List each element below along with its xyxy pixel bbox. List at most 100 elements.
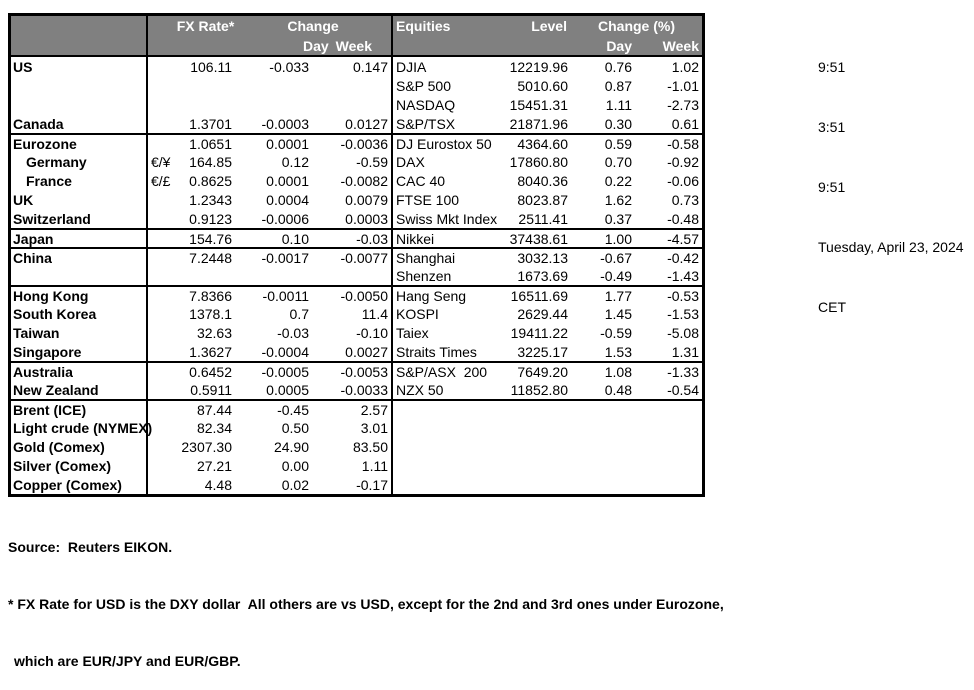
equity-week-change: -0.42 bbox=[667, 249, 699, 266]
fx-week-change: 83.50 bbox=[352, 438, 388, 455]
fx-day-change: 0.50 bbox=[281, 419, 309, 436]
fx-rate-cell: 1.0651 bbox=[146, 135, 235, 152]
header-blank-cell bbox=[11, 16, 146, 36]
header-fx-week: Week bbox=[335, 37, 372, 54]
fx-rate-value: 7.8366 bbox=[189, 287, 232, 304]
table-row: Hong Kong 7.8366 -0.0011 -0.0050 Hang Se… bbox=[11, 285, 702, 304]
equity-week-change: -0.53 bbox=[667, 287, 699, 304]
date-label: Tuesday, April 23, 2024 bbox=[818, 239, 964, 255]
table-row: Japan 154.76 0.10 -0.03 Nikkei 37438.61 … bbox=[11, 228, 702, 247]
equity-week-change: -2.73 bbox=[667, 96, 699, 113]
fx-week-change: -0.59 bbox=[356, 153, 388, 170]
equity-week-change: -0.06 bbox=[667, 172, 699, 189]
fx-week-change: -0.0036 bbox=[340, 135, 388, 152]
fx-rate-cell: 1.3627 bbox=[146, 342, 235, 361]
table-row: Singapore 1.3627 -0.0004 0.0027 Straits … bbox=[11, 342, 702, 361]
time-secondary: 3:51 bbox=[818, 119, 846, 135]
table-row: Germany €/¥ 164.85 0.12 -0.59 DAX 17860.… bbox=[11, 152, 702, 171]
fx-day-change: -0.0011 bbox=[262, 287, 309, 304]
fx-day-change bbox=[235, 76, 312, 95]
table-row: China 7.2448 -0.0017 -0.0077 Shanghai 30… bbox=[11, 247, 702, 266]
fx-day-change: 0.12 bbox=[281, 153, 309, 170]
fx-rate-value: 0.9123 bbox=[189, 210, 232, 227]
fx-rate-cell: 4.48 bbox=[146, 475, 235, 494]
fx-rate-value: 1378.1 bbox=[189, 305, 232, 322]
table-header-row-2: Day Week Day Week bbox=[11, 36, 702, 57]
equity-week-change: -5.08 bbox=[667, 324, 699, 341]
equity-level: 7649.20 bbox=[517, 363, 568, 380]
fx-rate-cell bbox=[146, 95, 235, 114]
row-label: China bbox=[13, 249, 52, 266]
market-data-table: FX Rate* Change Equities Level Change (%… bbox=[8, 13, 705, 497]
row-label: Eurozone bbox=[13, 135, 77, 152]
row-label: Switzerland bbox=[13, 210, 91, 227]
header-blank-cell bbox=[503, 36, 571, 55]
fx-week-change: 0.0079 bbox=[345, 191, 388, 208]
header-blank-cell bbox=[11, 36, 146, 55]
equity-name bbox=[391, 475, 503, 494]
footnote-line-2: which are EUR/JPY and EUR/GBP. bbox=[14, 653, 241, 669]
row-label bbox=[11, 76, 146, 95]
fx-week-change: -0.10 bbox=[356, 324, 388, 341]
fx-day-change: 0.7 bbox=[289, 305, 309, 322]
equity-level: 17860.80 bbox=[509, 153, 568, 170]
equity-week-change: -1.53 bbox=[667, 305, 699, 322]
row-label: US bbox=[13, 58, 33, 75]
row-label: Brent (ICE) bbox=[13, 401, 87, 418]
equity-name: NZX 50 bbox=[391, 380, 503, 399]
fx-rate-value: 1.2343 bbox=[189, 191, 232, 208]
header-equity-change-pct: Change (%) bbox=[571, 16, 702, 36]
fx-rate-value: 1.3627 bbox=[189, 343, 232, 360]
equity-day-change bbox=[571, 456, 635, 475]
header-blank-cell bbox=[391, 36, 503, 55]
equity-week-change bbox=[635, 418, 702, 437]
equity-name: Shanghai bbox=[391, 249, 503, 266]
equity-day-change: 0.87 bbox=[604, 77, 632, 94]
equity-week-change: 1.31 bbox=[671, 343, 699, 360]
table-row: Canada 1.3701 -0.0003 0.0127 S&P/TSX 218… bbox=[11, 114, 702, 133]
equity-level bbox=[503, 475, 571, 494]
fx-week-change: -0.17 bbox=[356, 476, 388, 493]
header-blank-cell bbox=[146, 36, 235, 55]
fx-rate-value: 87.44 bbox=[196, 401, 232, 418]
equity-name: DJ Eurostox 50 bbox=[391, 135, 503, 152]
table-row: Eurozone 1.0651 0.0001 -0.0036 DJ Eurost… bbox=[11, 133, 702, 152]
fx-rate-cell bbox=[146, 76, 235, 95]
fx-day-change: 0.0001 bbox=[266, 135, 309, 152]
equity-name: KOSPI bbox=[391, 304, 503, 323]
equity-name: Nikkei bbox=[391, 230, 503, 247]
fx-rate-cell: 32.63 bbox=[146, 323, 235, 342]
equity-name bbox=[391, 418, 503, 437]
table-body: US 106.11 -0.033 0.147 DJIA 12219.96 0.7… bbox=[11, 57, 702, 494]
fx-day-change: 0.0005 bbox=[266, 381, 309, 398]
time-tertiary: 9:51 bbox=[818, 179, 846, 195]
equity-name bbox=[391, 437, 503, 456]
equity-name: Hang Seng bbox=[391, 287, 503, 304]
equity-week-change bbox=[635, 401, 702, 418]
equity-week-change: -1.33 bbox=[667, 363, 699, 380]
equity-week-change bbox=[635, 456, 702, 475]
equity-day-change: 1.08 bbox=[604, 363, 632, 380]
fx-rate-value: 27.21 bbox=[196, 457, 232, 474]
equity-day-change: 0.70 bbox=[604, 153, 632, 170]
equity-level: 3225.17 bbox=[517, 343, 568, 360]
fx-day-change: -0.0017 bbox=[261, 249, 309, 266]
equity-day-change: 1.00 bbox=[604, 230, 632, 247]
fx-week-change: -0.03 bbox=[356, 230, 388, 247]
table-row: South Korea 1378.1 0.7 11.4 KOSPI 2629.4… bbox=[11, 304, 702, 323]
equity-name: Swiss Mkt Index bbox=[391, 209, 503, 228]
fx-rate-value: 32.63 bbox=[196, 324, 232, 341]
fx-day-change: -0.0003 bbox=[261, 115, 309, 132]
equity-day-change bbox=[571, 401, 635, 418]
equity-level: 4364.60 bbox=[517, 135, 568, 152]
row-label: Hong Kong bbox=[13, 287, 89, 304]
table-row: S&P 500 5010.60 0.87 -1.01 bbox=[11, 76, 702, 95]
equity-name: S&P/TSX bbox=[391, 114, 503, 133]
row-label: Light crude (NYMEX) bbox=[13, 419, 153, 436]
fx-week-change: 0.0027 bbox=[345, 343, 388, 360]
equity-week-change: 0.73 bbox=[671, 191, 699, 208]
table-row: Gold (Comex) 2307.30 24.90 83.50 bbox=[11, 437, 702, 456]
fx-day-change: 24.90 bbox=[273, 438, 309, 455]
equity-name bbox=[391, 401, 503, 418]
equity-day-change bbox=[571, 418, 635, 437]
